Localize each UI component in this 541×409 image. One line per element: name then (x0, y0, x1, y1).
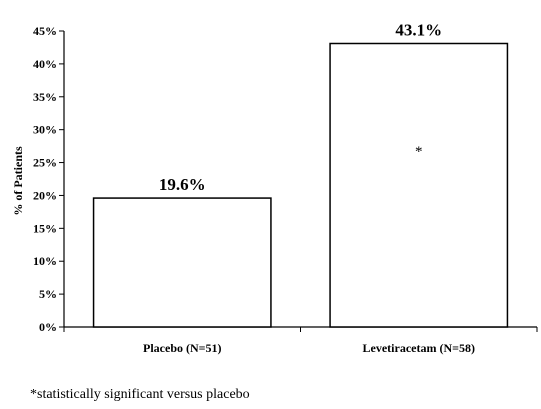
y-tick-label: 5% (39, 287, 57, 301)
plot-area: 0% 5% 10% 15% 20% 25% 30% 35% 40% 45% 19.6% Placebo… (33, 20, 538, 355)
y-tick-label: 35% (33, 90, 57, 104)
significance-marker: * (415, 144, 423, 160)
x-tick-label: Placebo (N=51) (143, 341, 222, 355)
y-tick-label: 15% (33, 221, 57, 235)
y-tick-label: 30% (33, 123, 57, 137)
footnote: *statistically significant versus placeb… (30, 387, 250, 402)
bar (92, 197, 272, 328)
data-label: 19.6% (159, 175, 206, 194)
y-tick-label: 40% (33, 57, 57, 71)
y-tick-label: 0% (39, 320, 57, 334)
y-axis-label: % of Patients (11, 146, 25, 216)
data-label: 43.1% (395, 20, 442, 39)
x-tick-label: Levetiracetam (N=58) (363, 341, 475, 355)
bar (329, 42, 509, 328)
y-tick-label: 10% (33, 254, 57, 268)
y-tick-label: 20% (33, 188, 57, 202)
y-tick-label: 25% (33, 156, 57, 170)
y-tick-label: 45% (33, 24, 57, 38)
